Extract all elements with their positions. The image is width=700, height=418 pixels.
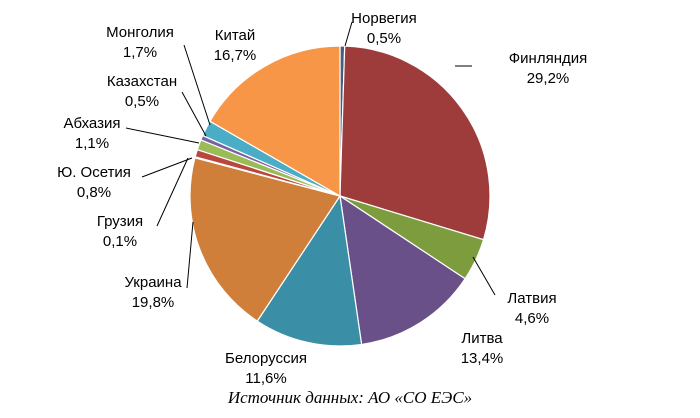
slice-value-label: 11,6% xyxy=(245,370,286,387)
pie-slice xyxy=(209,45,341,198)
slice-name-label: Казахстан xyxy=(107,73,177,90)
slice-value-label: 16,7% xyxy=(214,47,257,64)
leader-line xyxy=(186,221,194,289)
leader-line xyxy=(472,256,496,296)
slice-value-label: 13,4% xyxy=(461,350,504,367)
slice-name-label: Китай xyxy=(215,27,256,44)
slice-value-label: 0,5% xyxy=(125,93,159,110)
leader-line xyxy=(125,127,200,144)
leader-lines xyxy=(125,21,496,296)
slice-value-label: 4,6% xyxy=(515,310,549,327)
slice-name-label: Украина xyxy=(124,274,182,291)
slice-name-label: Монголия xyxy=(106,24,174,41)
leader-line xyxy=(344,21,353,47)
leader-line xyxy=(141,157,193,178)
pie-slice xyxy=(256,194,363,347)
slice-name-label: Литва xyxy=(461,330,503,347)
pie-slice xyxy=(189,157,341,322)
slice-name-label: Абхазия xyxy=(64,115,121,132)
slice-labels: Норвегия 0,5% Финляндия 29,2% Латвия 4,6% Литв… xyxy=(57,10,587,387)
slice-value-label: 1,7% xyxy=(123,44,157,61)
slice-name-label: Грузия xyxy=(97,213,143,230)
slice-value-label: 0,5% xyxy=(367,30,401,47)
pie-slice xyxy=(339,45,491,241)
slice-name-label: Финляндия xyxy=(509,50,587,67)
slice-value-label: 29,2% xyxy=(527,70,570,87)
leader-line xyxy=(181,91,207,137)
slice-value-label: 0,1% xyxy=(103,233,137,250)
pie-slices xyxy=(189,45,491,347)
slice-name-label: Ю. Осетия xyxy=(57,164,131,181)
leader-line xyxy=(156,157,189,227)
slice-value-label: 1,1% xyxy=(75,135,109,152)
slice-name-label: Латвия xyxy=(507,290,556,307)
pie-slice xyxy=(339,194,466,346)
leader-line xyxy=(183,44,211,126)
slice-value-label: 0,8% xyxy=(77,184,111,201)
slice-name-label: Норвегия xyxy=(351,10,417,27)
slice-value-label: 19,8% xyxy=(132,294,175,311)
source-caption: Источник данных: АО «СО ЕЭС» xyxy=(227,388,473,407)
slice-name-label: Белоруссия xyxy=(225,350,307,367)
